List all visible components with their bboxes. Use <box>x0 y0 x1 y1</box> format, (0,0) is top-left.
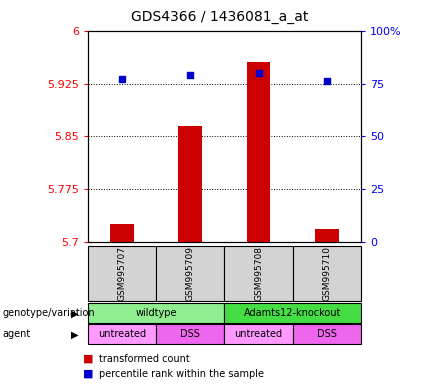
Point <box>187 72 194 78</box>
Text: GSM995707: GSM995707 <box>117 246 127 301</box>
Bar <box>246 63 271 242</box>
Text: GDS4366 / 1436081_a_at: GDS4366 / 1436081_a_at <box>131 10 309 23</box>
Text: GSM995709: GSM995709 <box>186 246 195 301</box>
Text: ■: ■ <box>83 354 93 364</box>
Point <box>323 78 330 84</box>
Bar <box>110 224 134 242</box>
Text: DSS: DSS <box>180 329 200 339</box>
Text: GSM995710: GSM995710 <box>322 246 331 301</box>
Text: ▶: ▶ <box>71 329 79 339</box>
Text: ▶: ▶ <box>71 308 79 318</box>
Point <box>119 76 126 83</box>
Text: transformed count: transformed count <box>99 354 190 364</box>
Text: untreated: untreated <box>98 329 146 339</box>
Text: agent: agent <box>2 329 30 339</box>
Text: wildtype: wildtype <box>136 308 177 318</box>
Text: percentile rank within the sample: percentile rank within the sample <box>99 369 264 379</box>
Text: GSM995708: GSM995708 <box>254 246 263 301</box>
Text: genotype/variation: genotype/variation <box>2 308 95 318</box>
Bar <box>315 229 339 242</box>
Bar <box>178 126 202 242</box>
Text: untreated: untreated <box>235 329 282 339</box>
Text: DSS: DSS <box>317 329 337 339</box>
Point <box>255 70 262 76</box>
Text: ■: ■ <box>83 369 93 379</box>
Text: Adamts12-knockout: Adamts12-knockout <box>244 308 341 318</box>
